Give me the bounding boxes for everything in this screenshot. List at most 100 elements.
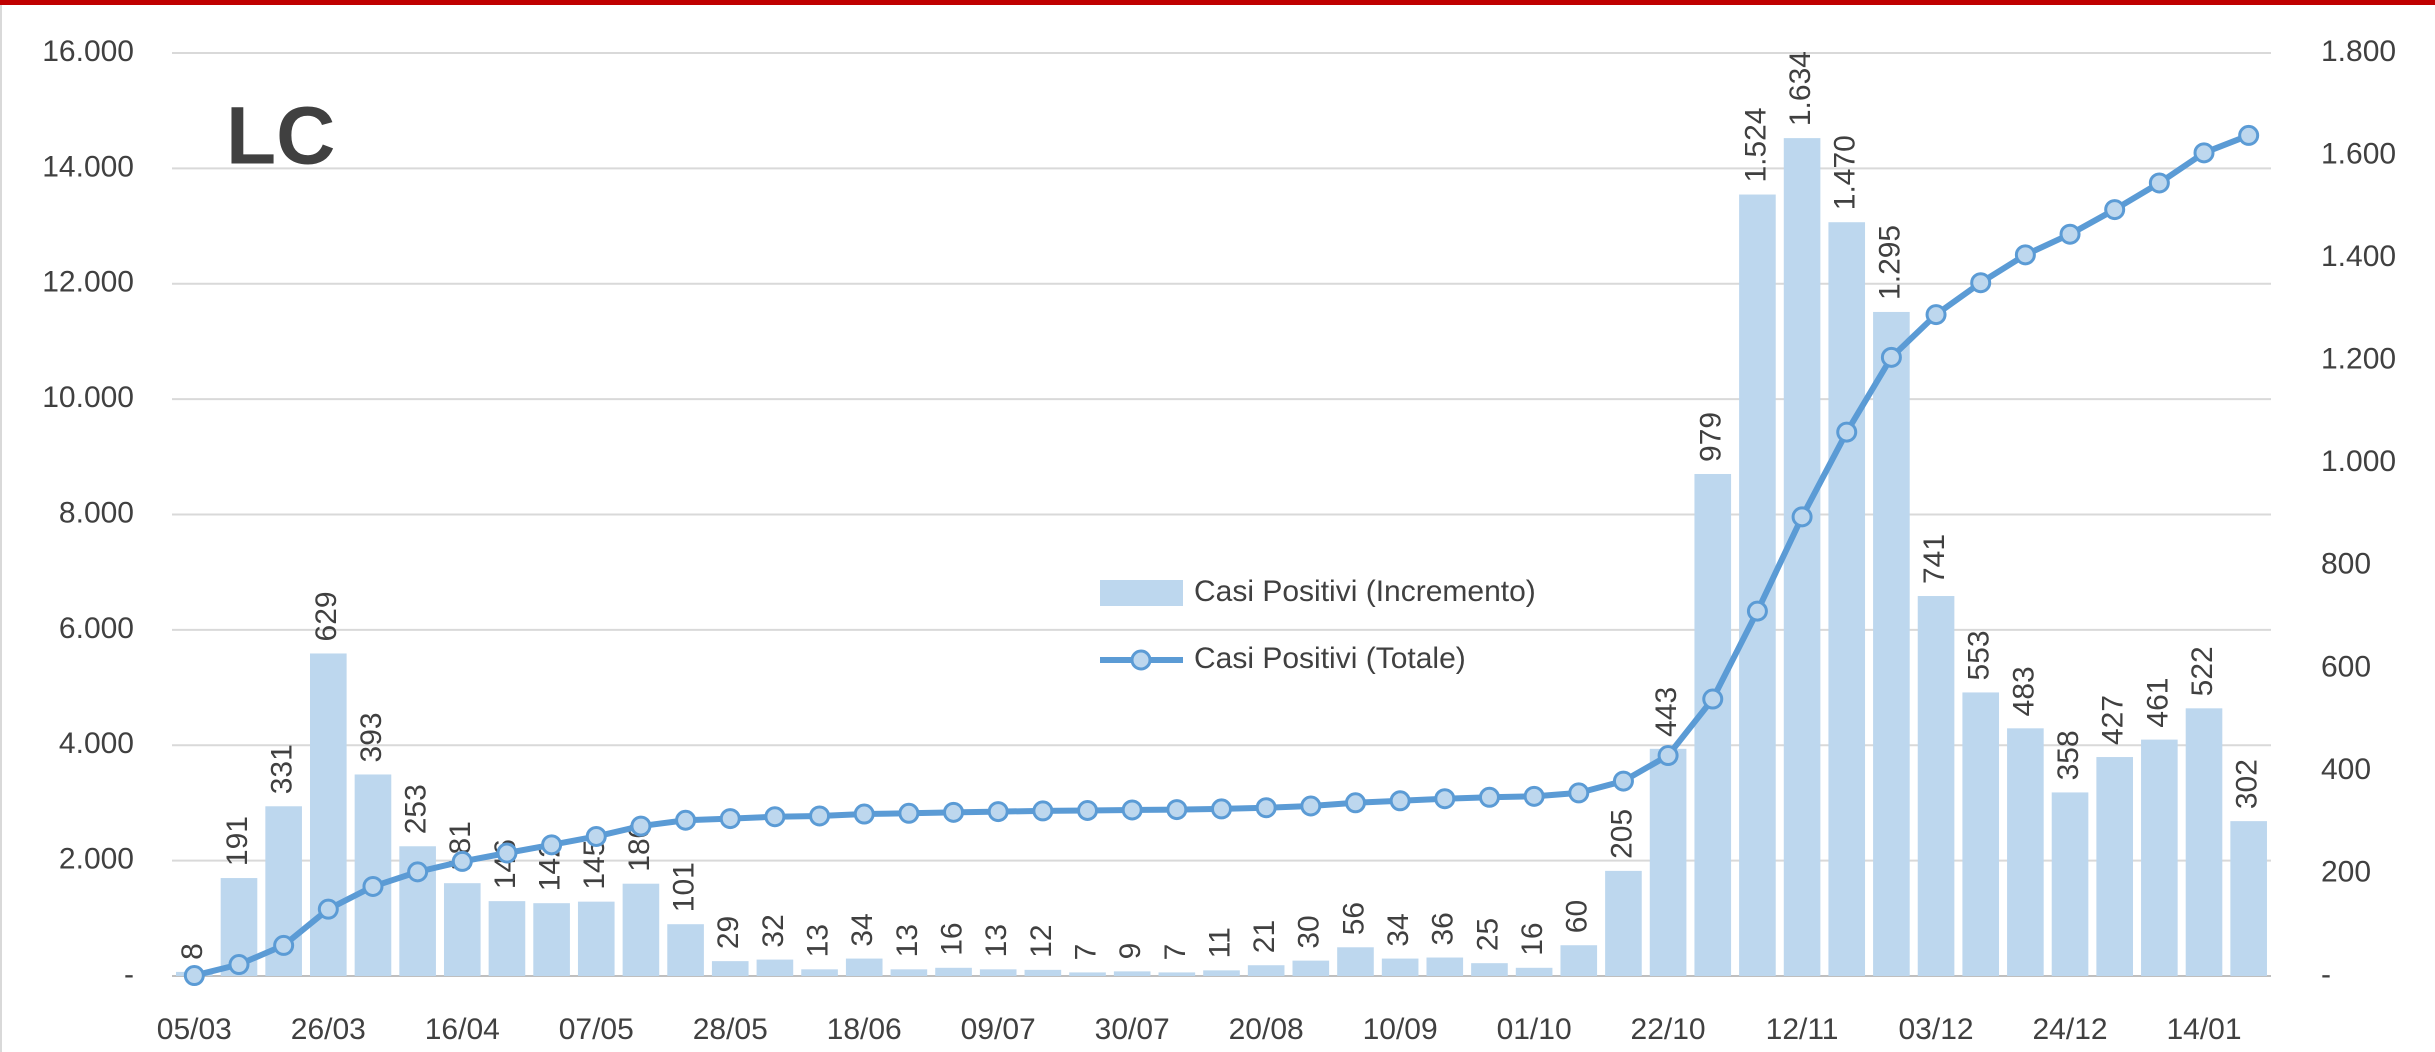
line-marker xyxy=(809,805,831,827)
line-marker xyxy=(585,825,607,847)
bar xyxy=(711,961,749,976)
bar xyxy=(622,883,660,976)
data-label: 13 xyxy=(891,924,924,957)
data-label: 522 xyxy=(2186,646,2219,696)
data-label: 302 xyxy=(2231,759,2264,809)
bar xyxy=(1962,692,2000,976)
data-label: 9 xyxy=(1114,943,1147,960)
data-label: 1.524 xyxy=(1739,107,1772,182)
y2-tick-label: 600 xyxy=(2321,650,2371,683)
bar xyxy=(533,903,570,976)
data-label: 25 xyxy=(1471,918,1504,951)
data-label: 979 xyxy=(1695,412,1728,462)
bar xyxy=(1560,945,1598,976)
line-marker xyxy=(1121,799,1143,821)
line-marker xyxy=(451,850,473,872)
y2-tick-label: 1.400 xyxy=(2321,240,2396,273)
bar xyxy=(1917,596,1955,976)
bar xyxy=(801,969,838,976)
bar xyxy=(1203,970,1240,976)
legend-marker xyxy=(1130,649,1152,671)
data-label: 191 xyxy=(221,816,254,866)
x-tick-label: 09/07 xyxy=(961,1013,1036,1046)
data-label: 34 xyxy=(1382,913,1415,946)
data-label: 358 xyxy=(2052,730,2085,780)
y2-tick-label: 1.600 xyxy=(2321,137,2396,170)
line-marker xyxy=(1344,792,1366,814)
bar xyxy=(1069,972,1106,976)
line-marker xyxy=(273,934,295,956)
bar xyxy=(1649,748,1687,976)
bar xyxy=(667,924,704,976)
line-marker xyxy=(1389,790,1411,812)
bar xyxy=(845,958,883,976)
line-marker xyxy=(1211,798,1232,820)
line-marker xyxy=(1434,788,1456,810)
line-marker xyxy=(719,808,741,830)
y2-tick-label: 200 xyxy=(2321,855,2371,888)
line-marker xyxy=(1702,688,1724,710)
bar xyxy=(1828,222,1866,976)
line-marker xyxy=(183,965,205,987)
bar xyxy=(1337,947,1374,976)
data-label: 427 xyxy=(2097,695,2130,745)
bar xyxy=(1694,473,1732,976)
x-tick-label: 26/03 xyxy=(291,1013,366,1046)
x-tick-label: 12/11 xyxy=(1766,1013,1839,1046)
data-label: 101 xyxy=(668,862,701,912)
x-tick-label: 10/09 xyxy=(1363,1013,1438,1046)
line-marker xyxy=(2193,142,2215,164)
line-marker xyxy=(1836,421,1858,443)
x-tick-label: 07/05 xyxy=(559,1013,634,1046)
data-label: 1.634 xyxy=(1784,51,1817,126)
line-marker xyxy=(407,861,429,883)
x-tick-label: 28/05 xyxy=(693,1013,768,1046)
data-label: 253 xyxy=(400,784,433,834)
data-label: 8 xyxy=(176,943,209,960)
y-tick-label: 8.000 xyxy=(59,496,134,529)
line-marker xyxy=(2104,199,2126,221)
data-label: 393 xyxy=(355,712,388,762)
line-marker xyxy=(2238,124,2260,146)
bar xyxy=(2185,708,2223,976)
data-label: 145 xyxy=(578,840,611,890)
data-label: 60 xyxy=(1561,900,1594,933)
data-label: 56 xyxy=(1337,902,1370,935)
y2-tick-label: 1.200 xyxy=(2321,343,2396,376)
data-label: 7 xyxy=(1159,944,1192,961)
line-marker xyxy=(1568,782,1590,804)
line-marker xyxy=(1523,785,1545,807)
data-label: 34 xyxy=(846,913,879,946)
data-label: 461 xyxy=(2141,678,2174,728)
line-marker xyxy=(1166,799,1188,821)
bar xyxy=(2141,739,2178,976)
bar xyxy=(2230,821,2267,976)
line-marker xyxy=(1612,770,1634,792)
bar xyxy=(309,653,347,976)
data-label: 30 xyxy=(1293,915,1326,948)
data-label: 331 xyxy=(266,744,299,794)
bar xyxy=(443,883,481,976)
legend-label: Casi Positivi (Totale) xyxy=(1194,642,1466,675)
data-label: 11 xyxy=(1203,927,1236,958)
chart-title: LC xyxy=(226,91,335,182)
line-marker xyxy=(1478,786,1500,808)
line-marker xyxy=(675,809,697,831)
data-label: 443 xyxy=(1650,687,1683,737)
data-label: 629 xyxy=(310,591,343,641)
bar xyxy=(577,901,615,976)
bar xyxy=(1515,967,1553,976)
x-tick-label: 03/12 xyxy=(1899,1013,1974,1046)
line-marker xyxy=(1032,800,1054,822)
line-marker xyxy=(362,875,384,897)
x-tick-label: 16/04 xyxy=(425,1013,500,1046)
data-label: 1.470 xyxy=(1829,135,1862,210)
bar xyxy=(2051,792,2089,976)
data-label: 36 xyxy=(1427,912,1460,945)
x-tick-label: 24/12 xyxy=(2032,1013,2107,1046)
data-label: 13 xyxy=(980,924,1013,957)
y2-tick-label: 800 xyxy=(2321,548,2371,581)
y-tick-label: 14.000 xyxy=(42,150,134,183)
